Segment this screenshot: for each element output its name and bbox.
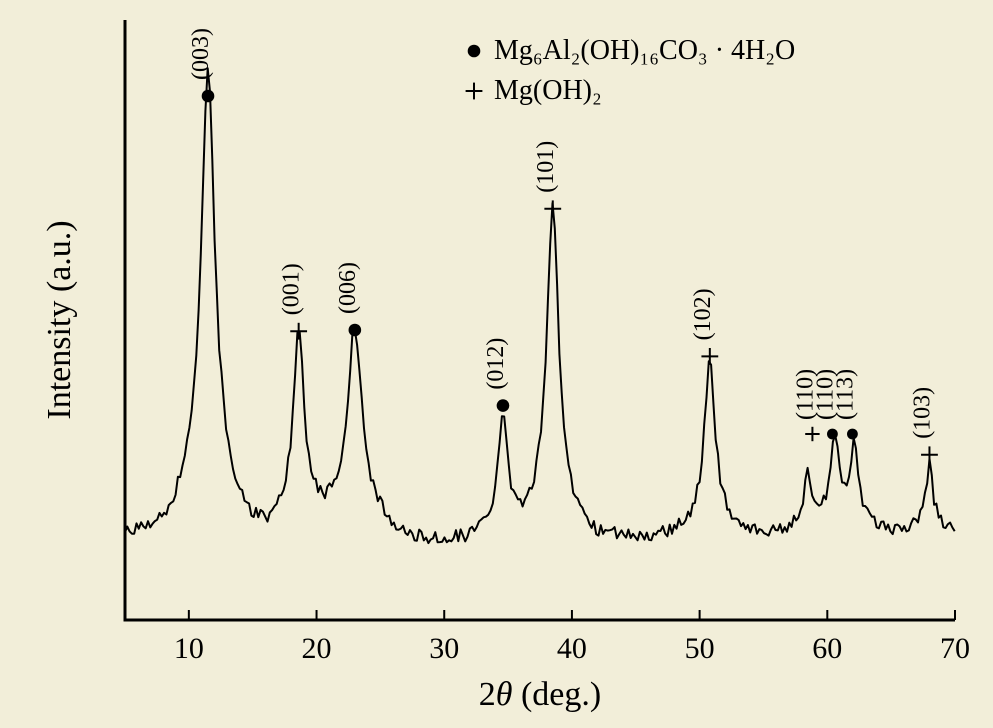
peak-label: (001) [279,263,305,315]
peak-label: (102) [690,288,716,340]
peak-label: (006) [335,262,361,314]
peak-label: (103) [909,387,935,439]
legend-entry: Mg(OH)₂ [494,75,602,106]
dot-marker-icon [468,45,481,58]
dot-marker-icon [202,90,215,103]
dot-marker-icon [827,429,838,440]
legend-entry: Mg₆Al₂(OH)₁₆CO₃ · 4H₂O [494,35,795,66]
x-tick-label: 40 [557,632,587,665]
x-tick-label: 30 [429,632,459,665]
peak-label: (113) [832,369,858,420]
x-tick-label: 60 [812,632,842,665]
dot-marker-icon [847,429,858,440]
x-tick-label: 10 [174,632,204,665]
peak-label: (101) [533,141,559,193]
dot-marker-icon [349,324,362,337]
xrd-chart: 10 20 30 40 50 60 70 2θ (deg.) Intensity (a.u.) (… [0,0,993,723]
x-axis-label: 2θ (deg.) [479,676,601,713]
chart-svg: 10 20 30 40 50 60 70 2θ (deg.) Intensity (a.u.) (… [0,0,993,723]
y-axis-label: Intensity (a.u.) [41,220,78,419]
dot-marker-icon [497,399,510,412]
x-tick-label: 20 [302,632,332,665]
peak-label: (012) [483,338,509,390]
x-tick-label: 70 [940,632,970,665]
x-tick-label: 50 [685,632,715,665]
peak-label: (003) [188,28,214,80]
